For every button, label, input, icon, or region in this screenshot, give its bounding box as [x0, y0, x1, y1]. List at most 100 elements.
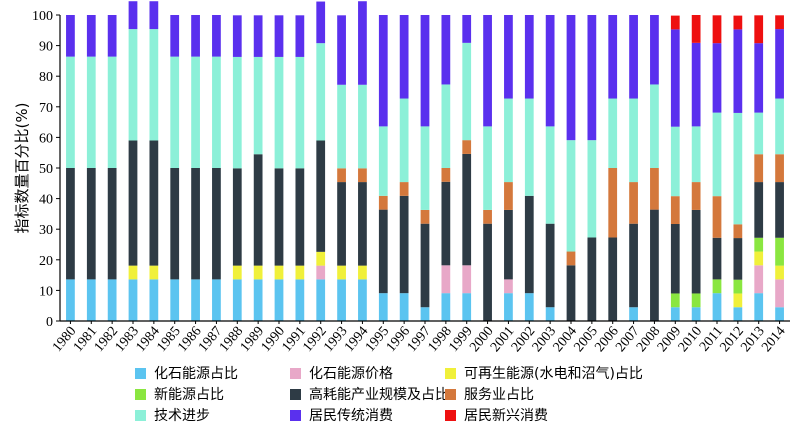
y-tick-label-60: 60: [39, 131, 53, 146]
bar-segment-2009-s6: [670, 126, 680, 197]
legend-label-7: 居民传统消费: [309, 408, 393, 424]
bar-segment-1991-s6: [295, 56, 305, 169]
bar-segment-1983-s0: [128, 279, 138, 321]
bar-segment-1984-s7: [149, 1, 159, 30]
bar-segment-1990-s2: [274, 265, 284, 280]
bar-segment-1986-s4: [191, 168, 200, 280]
bar-segment-1984-s6: [149, 29, 159, 141]
bar-segment-2002-s6: [524, 98, 534, 196]
bar-segment-1997-s4: [420, 223, 430, 308]
bar-segment-1984-s0: [149, 279, 159, 321]
bar-segment-2007-s4: [629, 223, 638, 308]
bar-segment-2000-s5: [483, 209, 492, 224]
bar-segment-2013-s2: [754, 251, 764, 266]
bar-segment-1988-s0: [232, 279, 242, 321]
bar-segment-1990-s0: [274, 279, 284, 321]
bar-segment-1992-s4: [316, 140, 326, 252]
bar-segment-1983-s7: [128, 1, 138, 30]
bar-segment-2007-s6: [629, 98, 638, 183]
legend-label-5: 服务业占比: [464, 387, 534, 403]
bar-segment-2011-s0: [712, 293, 722, 321]
bar-segment-2013-s5: [754, 154, 764, 183]
bar-segment-1999-s5: [462, 140, 472, 154]
bar-segment-1993-s2: [337, 265, 346, 280]
bar-segment-1996-s7: [399, 15, 409, 99]
y-tick-label-90: 90: [39, 40, 53, 55]
bar-segment-1993-s6: [337, 84, 346, 169]
bar-segment-2007-s5: [629, 182, 638, 224]
bar-segment-2014-s8: [775, 15, 784, 30]
bar-segment-1995-s6: [378, 126, 388, 196]
bar-segment-2003-s0: [545, 307, 555, 321]
bar-segment-2011-s5: [712, 196, 722, 238]
bar-segment-2007-s7: [629, 15, 638, 99]
bar-segment-2009-s5: [670, 196, 680, 224]
bar-segment-1989-s7: [253, 15, 263, 57]
bar-segment-1987-s7: [212, 15, 221, 57]
bar-segment-2010-s0: [691, 307, 701, 321]
bar-segment-2008-s6: [650, 84, 659, 168]
legend-swatch-8: [445, 410, 456, 421]
legend-swatch-1: [290, 368, 301, 379]
bar-segment-1981-s0: [86, 279, 96, 321]
bar-segment-1999-s0: [462, 293, 472, 321]
bar-segment-1998-s4: [441, 181, 451, 266]
bar-segment-1984-s2: [149, 265, 159, 280]
bar-segment-2008-s4: [650, 209, 659, 321]
bar-segment-1994-s0: [358, 279, 367, 321]
bar-segment-2009-s7: [670, 29, 680, 127]
bar-segment-1997-s6: [420, 126, 430, 210]
y-tick-label-40: 40: [39, 193, 53, 208]
bar-segment-2014-s1: [775, 279, 784, 308]
bar-segment-2012-s2: [733, 293, 743, 308]
bar-segment-1985-s0: [170, 279, 180, 321]
bar-segment-2004-s6: [566, 140, 576, 252]
bar-segment-2008-s7: [650, 15, 659, 85]
bar-segment-1981-s6: [86, 56, 96, 169]
bar-segment-1998-s1: [441, 265, 451, 294]
bar-segment-1989-s0: [253, 279, 263, 321]
bar-segment-1998-s0: [441, 293, 451, 321]
bar-segment-1983-s4: [128, 140, 138, 266]
bar-segment-1989-s6: [253, 56, 263, 155]
y-tick-label-20: 20: [39, 254, 53, 269]
legend-label-4: 高耗能产业规模及占比: [309, 386, 449, 403]
bar-segment-1992-s7: [316, 1, 326, 44]
legend-swatch-5: [445, 389, 456, 400]
bar-segment-2013-s6: [754, 112, 764, 155]
bar-segment-2011-s4: [712, 237, 722, 280]
bar-segment-1991-s0: [295, 279, 305, 321]
bar-segment-2001-s7: [504, 15, 513, 99]
bar-segment-2010-s3: [691, 293, 701, 308]
bar-segment-1982-s0: [107, 279, 117, 321]
y-tick-label-50: 50: [39, 162, 53, 177]
y-tick-label-70: 70: [39, 101, 53, 116]
bar-segment-1995-s4: [378, 209, 388, 294]
bar-segment-1995-s5: [378, 195, 388, 210]
bar-segment-1996-s4: [399, 195, 409, 294]
bar-segment-2006-s6: [608, 98, 618, 168]
legend-swatch-2: [445, 368, 456, 379]
y-tick-label-80: 80: [39, 70, 53, 85]
bar-segment-1988-s7: [232, 15, 242, 57]
bar-segment-1992-s6: [316, 43, 326, 141]
bar-segment-1997-s5: [420, 209, 430, 224]
bar-segment-2005-s4: [587, 237, 597, 321]
bar-segment-2006-s5: [608, 168, 618, 238]
bar-segment-1991-s2: [295, 265, 305, 280]
bar-segment-1985-s4: [170, 168, 180, 280]
bar-segment-2006-s7: [608, 15, 618, 99]
bar-segment-2000-s4: [483, 223, 492, 321]
bar-segment-1982-s7: [107, 15, 117, 57]
bar-segment-2004-s5: [566, 251, 576, 266]
bar-segment-2014-s5: [775, 154, 784, 183]
bar-segment-2005-s7: [587, 15, 597, 141]
legend-label-1: 化石能源价格: [309, 366, 393, 382]
bar-segment-2002-s0: [524, 293, 534, 321]
legend-label-8: 居民新兴消费: [464, 408, 548, 424]
bar-segment-1985-s6: [170, 56, 180, 169]
bar-segment-1994-s4: [358, 182, 367, 266]
bar-segment-1990-s7: [274, 15, 284, 57]
bar-segment-1989-s4: [253, 154, 263, 266]
bar-segment-1994-s6: [358, 84, 367, 169]
